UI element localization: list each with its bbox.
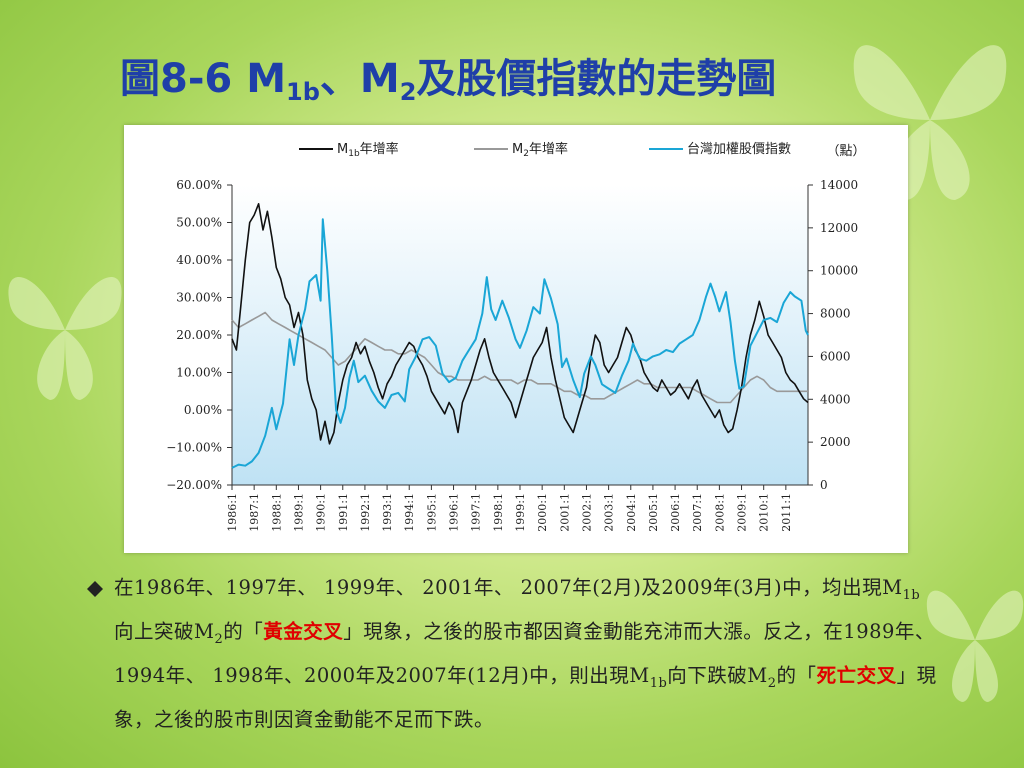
x-axis-tick-label: 1987:1 (248, 493, 261, 532)
death-cross-term: 死亡交叉 (816, 663, 897, 687)
left-axis-tick-label: 30.00% (176, 291, 222, 305)
right-axis-tick-label: 4000 (820, 392, 851, 406)
right-axis-tick-label: 0 (820, 478, 828, 492)
left-axis-tick-label: −10.00% (166, 441, 222, 455)
left-axis-tick-label: 60.00% (176, 178, 222, 192)
butterfly-decoration (8, 277, 122, 400)
x-axis-tick-label: 1996:1 (448, 493, 461, 532)
x-axis-tick-label: 1998:1 (492, 493, 505, 532)
x-axis-tick-label: 1999:1 (514, 493, 527, 532)
x-axis-tick-label: 2002:1 (580, 493, 593, 532)
x-axis-tick-label: 2007:1 (691, 493, 704, 532)
left-axis-tick-label: 40.00% (176, 253, 222, 267)
x-axis-tick-label: 2009:1 (736, 493, 749, 532)
x-axis-tick-label: 2006:1 (669, 493, 682, 532)
x-axis-tick-label: 2001:1 (558, 493, 571, 532)
legend-label: M1b年增率 (337, 141, 399, 159)
legend-label: M2年增率 (512, 141, 568, 159)
golden-cross-term: 黃金交叉 (263, 619, 344, 643)
plot-area (232, 185, 808, 485)
x-axis-tick-label: 1997:1 (470, 493, 483, 532)
chart-panel: 60.00% 50.00% 40.00% 30.00% 20.00% 10.00% 0.00… (124, 125, 908, 553)
x-axis-tick-label: 2000:1 (536, 493, 549, 532)
x-axis-tick-label: 1986:1 (226, 493, 239, 532)
right-axis-tick-label: 14000 (820, 178, 858, 192)
bullet-text: 在1986年、1997年、 1999年、 2001年、 2007年(2月)及20… (114, 576, 937, 731)
x-axis-tick-label: 2004:1 (625, 493, 638, 532)
x-axis-tick-label: 1993:1 (381, 493, 394, 532)
series-line-0 (231, 203, 809, 445)
right-axis-tick-label: 8000 (820, 307, 851, 321)
left-axis-tick-label: 10.00% (176, 366, 222, 380)
butterfly-decoration (853, 45, 1007, 200)
butterfly-decoration (926, 590, 1024, 702)
bullet-paragraph: 在1986年、1997年、 1999年、 2001年、 2007年(2月)及20… (86, 570, 946, 738)
x-axis-tick-label: 1989:1 (292, 493, 305, 532)
left-axis-tick-label: 20.00% (176, 328, 222, 342)
x-axis-tick-label: 1994:1 (403, 493, 416, 532)
right-axis-tick-label: 12000 (820, 221, 858, 235)
diamond-bullet-icon (87, 581, 103, 597)
series-line-2 (231, 218, 809, 469)
x-axis-tick-label: 1992:1 (359, 493, 372, 532)
x-axis-tick-label: 2003:1 (603, 493, 616, 532)
left-axis-tick-label: −20.00% (166, 478, 222, 492)
left-axis-tick-label: 0.00% (184, 403, 222, 417)
x-axis-tick-label: 1988:1 (270, 493, 283, 532)
x-axis-tick-label: 2011:1 (780, 493, 793, 532)
x-axis-tick-label: 2008:1 (713, 493, 726, 532)
slide-title: 圖8-6 M1b、M2及股價指數的走勢圖 (120, 56, 777, 106)
series-line-1 (231, 311, 808, 404)
x-axis-tick-label: 1995:1 (425, 493, 438, 532)
right-axis-tick-label: 6000 (820, 349, 851, 363)
x-axis-tick-label: 2010:1 (758, 493, 771, 532)
line-chart: 60.00% 50.00% 40.00% 30.00% 20.00% 10.00% 0.00… (166, 141, 865, 532)
x-axis-tick-label: 2005:1 (647, 493, 660, 532)
left-axis-tick-label: 50.00% (176, 216, 222, 230)
right-axis-tick-label: 2000 (820, 435, 851, 449)
right-axis-tick-label: 10000 (820, 264, 858, 278)
legend-label: 台灣加權股價指數 (687, 142, 791, 157)
x-axis-tick-label: 1991:1 (337, 493, 350, 532)
right-axis-unit-label: （點） (826, 144, 865, 159)
x-axis-tick-label: 1990:1 (315, 493, 328, 532)
